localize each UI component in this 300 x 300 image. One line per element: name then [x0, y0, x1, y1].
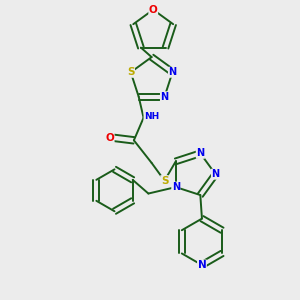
Text: N: N [212, 169, 220, 179]
Text: N: N [172, 182, 180, 192]
Text: N: N [198, 260, 206, 270]
Text: N: N [196, 148, 204, 158]
Text: O: O [105, 133, 114, 143]
Text: S: S [127, 67, 134, 77]
Text: S: S [161, 176, 168, 186]
Text: N: N [160, 92, 169, 102]
Text: NH: NH [144, 112, 159, 121]
Text: N: N [168, 67, 176, 77]
Text: O: O [149, 5, 158, 15]
